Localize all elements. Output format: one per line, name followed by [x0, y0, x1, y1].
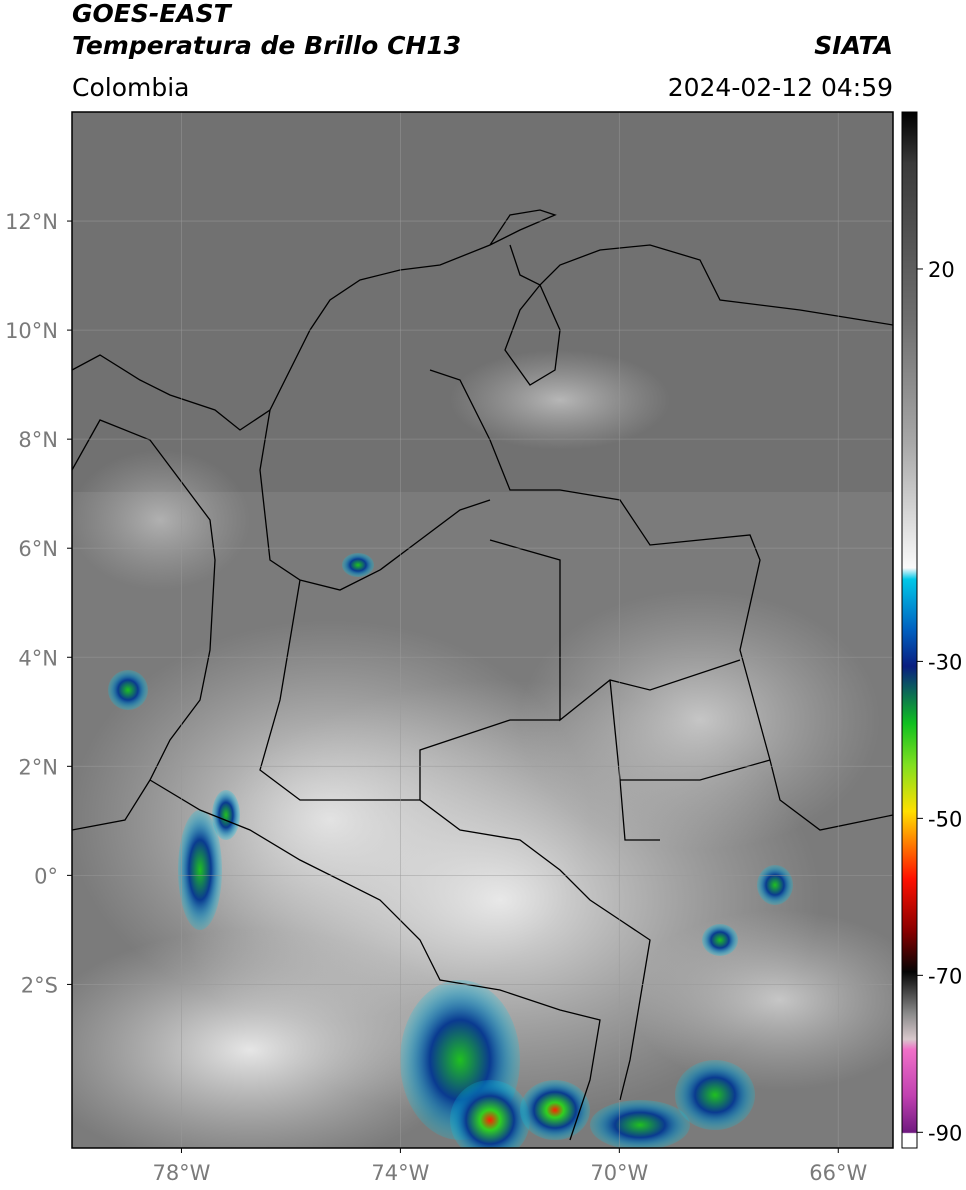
colorbar-label: 20	[928, 258, 955, 282]
colorbar	[901, 111, 918, 1149]
product: Temperatura de Brillo CH13	[72, 31, 461, 60]
region: Colombia	[72, 73, 189, 102]
lat-label: 12°N	[5, 210, 58, 234]
agency: SIATA	[814, 31, 893, 60]
colorbar-label: -90	[928, 1121, 962, 1145]
lon-label: 78°W	[152, 1161, 210, 1185]
timestamp: 2024-02-12 04:59	[668, 73, 893, 102]
colorbar-label: -70	[928, 964, 962, 988]
lat-label: 8°N	[18, 428, 58, 452]
source: GOES-EAST	[72, 0, 233, 28]
lat-label: 10°N	[5, 319, 58, 343]
grid	[72, 112, 893, 1148]
lat-label: 0°	[34, 864, 58, 888]
lon-label: 70°W	[590, 1161, 648, 1185]
lat-label: 2°N	[18, 755, 58, 779]
satellite-image	[72, 112, 893, 1148]
lon-label: 74°W	[371, 1161, 429, 1185]
lon-label: 66°W	[809, 1161, 867, 1185]
lat-label: 4°N	[18, 646, 58, 670]
colorbar-label: -50	[928, 807, 962, 831]
lat-label: 2°S	[21, 973, 58, 997]
colorbar-label: -30	[928, 650, 962, 674]
map-frame	[71, 111, 894, 1149]
lat-label: 6°N	[18, 537, 58, 561]
